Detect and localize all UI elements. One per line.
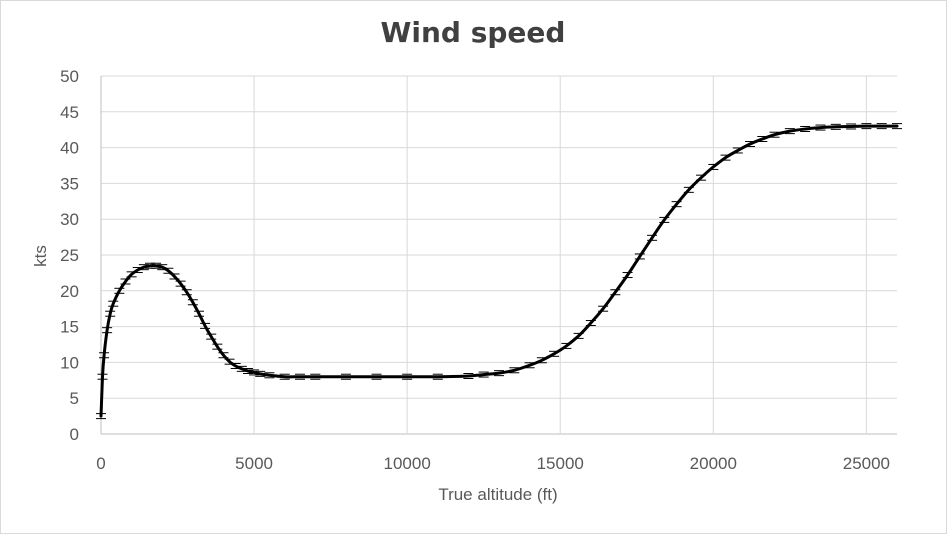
y-tick-label: 10	[60, 353, 79, 372]
series-line-wind-speed	[99, 124, 899, 418]
chart-title: Wind speed	[381, 16, 566, 49]
y-tick-label: 15	[60, 318, 79, 337]
y-tick-label: 45	[60, 103, 79, 122]
y-tick-label: 25	[60, 246, 79, 265]
x-tick-label: 15000	[537, 454, 584, 473]
gridlines	[100, 75, 897, 435]
x-axis-label: True altitude (ft)	[438, 485, 557, 504]
y-tick-label: 20	[60, 282, 79, 301]
y-tick-label: 40	[60, 139, 79, 158]
error-bars	[96, 123, 902, 420]
y-axis-label: kts	[31, 245, 50, 267]
y-tick-label: 35	[60, 174, 79, 193]
y-tick-label: 50	[60, 67, 79, 86]
x-tick-label: 10000	[384, 454, 431, 473]
x-tick-label: 0	[96, 454, 105, 473]
y-tick-label: 30	[60, 210, 79, 229]
y-tick-label: 0	[70, 425, 79, 444]
x-tick-label: 25000	[843, 454, 890, 473]
x-tick-label: 5000	[235, 454, 273, 473]
x-tick-label: 20000	[690, 454, 737, 473]
tick-labels: 0 5 10 15 20 25 30 35 40 45 50 0 5000 10000 15000 20000…	[60, 67, 890, 473]
y-tick-label: 5	[70, 389, 79, 408]
